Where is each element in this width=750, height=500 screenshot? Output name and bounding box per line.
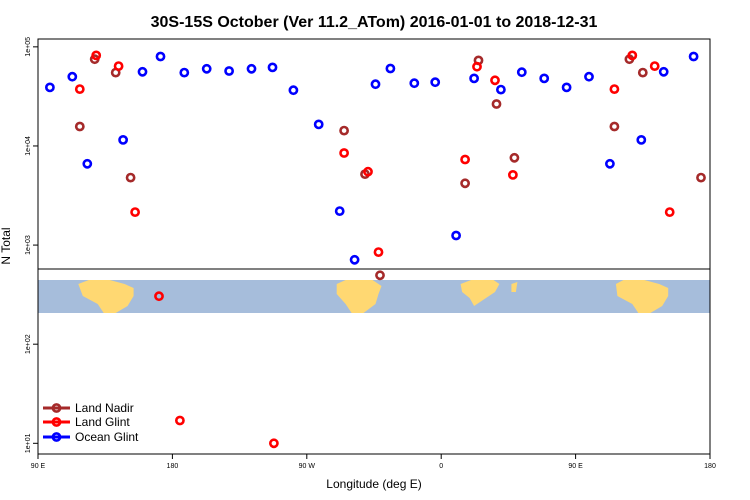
point-ocean-glint-25 <box>584 71 594 82</box>
point-land-glint-11 <box>472 61 482 72</box>
legend-item-land-glint: Land Glint <box>43 415 130 429</box>
y-axis-label: N Total <box>0 227 13 264</box>
plot-frame <box>37 38 711 455</box>
point-land-glint-6 <box>268 438 279 449</box>
point-ocean-glint-8 <box>224 66 234 76</box>
point-land-nadir-0 <box>74 121 85 132</box>
point-ocean-glint-17 <box>409 78 420 89</box>
point-land-glint-12 <box>490 75 500 86</box>
point-land-glint-4 <box>154 291 164 302</box>
point-ocean-glint-15 <box>370 79 381 90</box>
legend-item-ocean-glint: Ocean Glint <box>43 430 139 444</box>
x-axis-label: Longitude (deg E) <box>326 477 421 491</box>
point-ocean-glint-1 <box>67 71 78 82</box>
x-tick-label-1: 180 <box>167 463 179 470</box>
legend-label-ocean-glint: Ocean Glint <box>75 430 139 444</box>
point-ocean-glint-16 <box>385 63 396 74</box>
point-ocean-glint-12 <box>313 119 324 130</box>
legend: Land Nadir Land Glint Ocean Glint <box>43 401 139 444</box>
point-ocean-glint-18 <box>430 77 441 88</box>
y-tick-label-1: 1e+02 <box>25 334 32 354</box>
y-axis: 1e+01 1e+02 1e+03 1e+04 1e+05 <box>25 37 38 453</box>
point-ocean-glint-20 <box>469 73 479 84</box>
y-tick-label-3: 1e+04 <box>25 136 32 156</box>
x-tick-label-0: 90 E <box>31 463 46 470</box>
point-ocean-glint-19 <box>451 230 461 241</box>
point-land-glint-10 <box>460 154 470 165</box>
legend-label-land-glint: Land Glint <box>75 415 130 429</box>
point-ocean-glint-0 <box>45 82 55 93</box>
point-land-glint-8 <box>363 166 373 177</box>
point-land-glint-7 <box>339 148 349 158</box>
legend-item-land-nadir: Land Nadir <box>43 401 134 415</box>
x-axis: 90 E 180 90 W 0 90 E 180 <box>31 454 716 470</box>
point-ocean-glint-7 <box>201 63 212 74</box>
point-land-nadir-3 <box>125 172 136 183</box>
x-tick-label-4: 90 E <box>568 463 583 470</box>
point-ocean-glint-23 <box>539 73 550 84</box>
point-land-nadir-10 <box>509 152 520 163</box>
point-ocean-glint-13 <box>334 206 345 216</box>
point-ocean-glint-5 <box>155 51 166 62</box>
point-ocean-glint-4 <box>137 66 148 77</box>
point-ocean-glint-21 <box>495 84 506 95</box>
point-land-nadir-9 <box>491 99 502 109</box>
map-land-4 <box>615 280 669 313</box>
point-land-glint-2 <box>113 61 124 71</box>
y-tick-label-4: 1e+05 <box>25 37 32 57</box>
x-tick-label-2: 90 W <box>299 463 316 470</box>
map-land-0 <box>78 280 134 313</box>
point-land-glint-3 <box>130 207 140 217</box>
point-land-nadir-7 <box>460 178 470 189</box>
point-ocean-glint-10 <box>267 62 278 73</box>
point-land-glint-0 <box>74 84 85 94</box>
point-land-glint-15 <box>627 50 638 61</box>
point-ocean-glint-26 <box>605 158 615 169</box>
point-land-nadir-13 <box>637 67 648 78</box>
point-land-glint-14 <box>609 84 620 94</box>
point-land-glint-17 <box>664 207 675 217</box>
point-land-glint-1 <box>91 50 102 61</box>
point-ocean-glint-11 <box>288 85 299 96</box>
point-ocean-glint-14 <box>349 254 360 265</box>
point-land-nadir-14 <box>696 172 706 183</box>
point-ocean-glint-22 <box>516 67 527 78</box>
data-points <box>45 50 706 449</box>
legend-marker-ocean-glint <box>51 432 62 442</box>
map-land-1 <box>336 280 382 313</box>
legend-marker-land-glint <box>51 417 62 427</box>
point-land-glint-13 <box>508 169 518 180</box>
point-land-nadir-6 <box>375 270 385 281</box>
y-tick-label-0: 1e+01 <box>25 433 32 453</box>
map-land-3 <box>511 282 518 292</box>
point-ocean-glint-9 <box>246 63 257 74</box>
legend-label-land-nadir: Land Nadir <box>75 401 134 415</box>
point-land-glint-9 <box>373 247 384 257</box>
point-ocean-glint-6 <box>179 67 190 78</box>
point-ocean-glint-2 <box>82 158 93 169</box>
point-ocean-glint-3 <box>118 134 128 145</box>
point-ocean-glint-29 <box>688 51 699 62</box>
point-land-nadir-11 <box>609 121 620 132</box>
point-ocean-glint-27 <box>636 134 647 145</box>
point-land-glint-5 <box>174 415 185 426</box>
map-land-2 <box>460 280 500 306</box>
world-map-strip <box>38 280 710 313</box>
legend-marker-land-nadir <box>51 403 62 413</box>
y-tick-label-2: 1e+03 <box>25 235 32 255</box>
chart-title: 30S-15S October (Ver 11.2_ATom) 2016-01-… <box>151 14 598 31</box>
x-tick-label-5: 180 <box>704 463 716 470</box>
point-land-glint-16 <box>649 61 660 71</box>
point-land-nadir-4 <box>339 125 349 136</box>
point-ocean-glint-28 <box>658 66 669 77</box>
x-tick-label-3: 0 <box>439 463 443 470</box>
point-ocean-glint-24 <box>561 82 572 93</box>
